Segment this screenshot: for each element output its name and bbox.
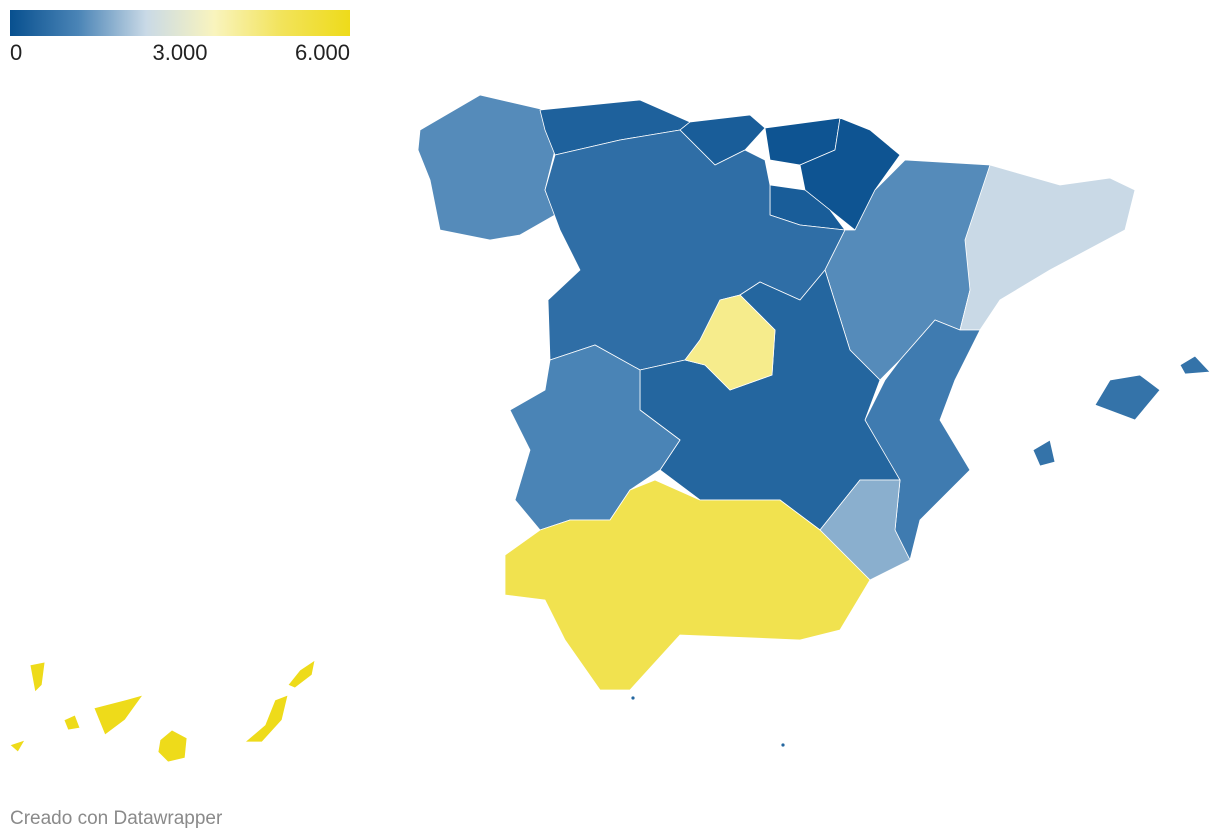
region (287, 659, 316, 689)
legend-tick-label: 3.000 (152, 40, 207, 65)
legend-tick-label: 6.000 (295, 40, 350, 65)
region (504, 479, 871, 691)
region (630, 695, 636, 701)
region (93, 694, 144, 736)
region (244, 694, 289, 743)
footer: Creado con Datawrapper (10, 808, 223, 829)
legend-tick-label: 0 (10, 40, 22, 65)
region (799, 117, 901, 231)
region (157, 729, 188, 763)
region (417, 94, 556, 241)
region (9, 739, 26, 753)
region (63, 714, 81, 731)
legend-bar (10, 10, 350, 36)
region (1032, 439, 1056, 467)
region (29, 661, 46, 693)
region (959, 164, 1136, 331)
region (780, 742, 786, 748)
region (684, 294, 776, 391)
region (1094, 374, 1161, 421)
region (1179, 355, 1211, 375)
